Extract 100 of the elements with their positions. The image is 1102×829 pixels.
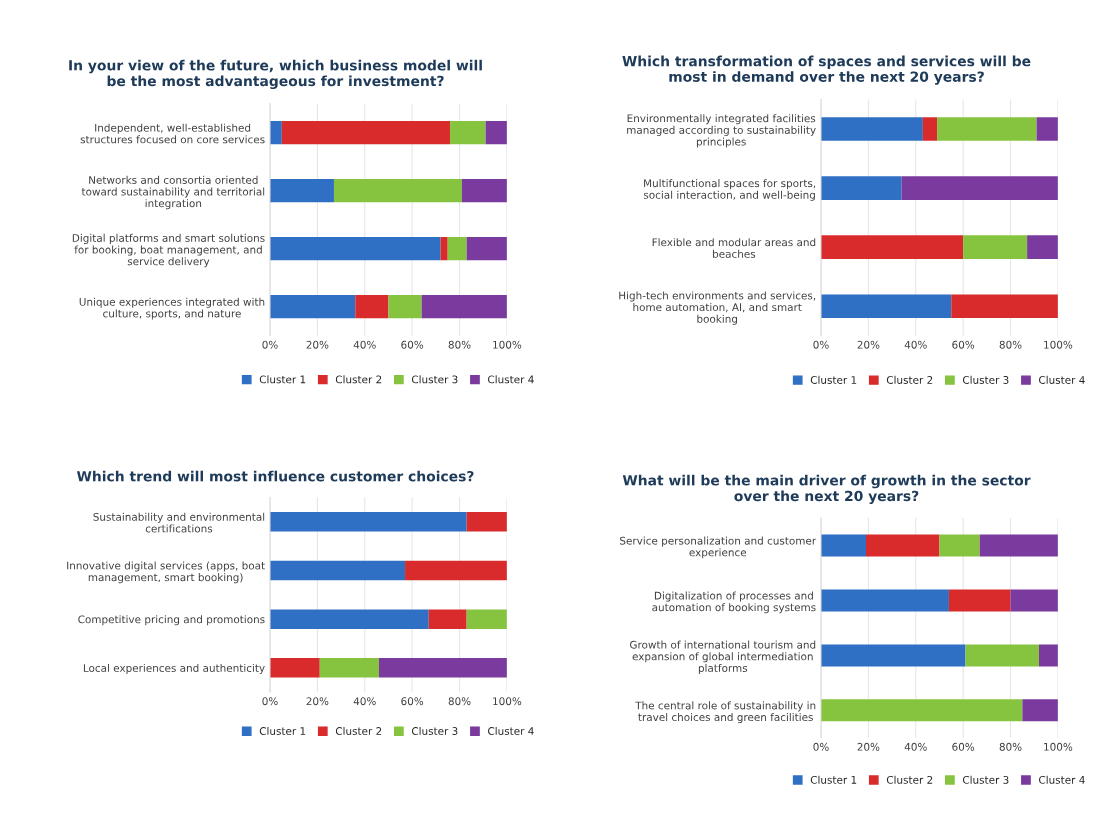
bar [281,121,451,145]
x-tick-label: 100% [493,697,522,706]
legend-label: Cluster 3 [962,375,1009,384]
bar [466,609,507,629]
y-tick-label: Competitive pricing and promotions [78,615,265,626]
bar [421,295,507,319]
y-tick-label: Environmentally integrated facilities managed according to sustainability principles [627,114,816,148]
bar [269,609,429,629]
chart-title: In your view of the future, which business model will be the most advantageous for investment? [69,59,482,89]
y-tick-label: The central role of sustainability in travel choices and green facilities [635,701,816,724]
legend-label: Cluster 2 [886,775,933,784]
bar [388,295,422,319]
y-tick-label: Service personalization and customer experience [620,536,817,559]
x-tick-label: 0% [262,697,278,706]
legend-label: Cluster 2 [886,375,933,384]
x-tick-label: 100% [1044,742,1073,751]
y-tick-label: Multifunctional spaces for sports, social interaction, and well-being [643,179,816,201]
bar [378,658,507,678]
y-tick-label: Independent, well-established structures focused on core services [80,123,265,144]
legend-label: Cluster 4 [1039,375,1085,384]
x-tick-label: 20% [857,742,880,751]
bar [450,121,486,145]
x-tick-label: 60% [401,340,424,349]
x-tick-label: 80% [999,340,1022,349]
bar [1027,235,1058,259]
bar [820,644,966,667]
y-tick-label: Networks and consortia oriented toward sustainability and territorial integration [81,175,265,210]
bar [269,179,334,203]
bar [948,589,1011,612]
bar [428,609,467,629]
x-tick-label: 80% [448,340,471,349]
legend-label: Cluster 2 [335,375,382,384]
bar [901,176,1058,200]
bar [820,117,923,141]
bar [440,237,448,261]
x-tick-label: 80% [448,697,471,706]
y-tick-label: Growth of international tourism and expansion of global intermediation platforms [630,640,816,675]
x-tick-label: 20% [306,340,329,349]
bar [820,176,902,200]
bar [447,237,467,261]
x-tick-label: 80% [999,742,1022,751]
y-tick-label: Flexible and modular areas and beaches [652,238,816,258]
x-tick-label: 0% [813,340,829,349]
legend-label: Cluster 2 [335,726,382,735]
x-tick-label: 100% [1044,340,1073,349]
bar [965,644,1039,667]
bar [820,294,952,319]
bar [939,534,980,557]
y-tick-label: Sustainability and environmental certifications [93,512,265,533]
x-tick-label: 0% [262,340,278,349]
y-tick-label: High-tech environments and services, home automation, AI, and smart booking [619,291,816,325]
x-tick-label: 20% [857,340,880,349]
legend-label: Cluster 4 [488,375,534,384]
legend-label: Cluster 3 [411,726,458,735]
y-tick-label: Unique experiences integrated with culture, sports, and nature [79,297,265,320]
bar [820,699,1023,722]
bar [963,235,1028,259]
legend-label: Cluster 1 [259,726,306,735]
bar [333,179,462,203]
bar [319,658,379,678]
legend-label: Cluster 3 [962,775,1009,784]
bar [820,534,867,557]
x-tick-label: 40% [353,340,376,349]
bar [1010,589,1058,612]
x-tick-label: 20% [306,697,329,706]
y-tick-label: Innovative digital services (apps, boat management, smart booking) [67,561,265,584]
legend-label: Cluster 4 [1039,775,1085,784]
bar [1038,644,1058,667]
bar [269,658,320,678]
bar [1036,117,1058,141]
bar [461,179,507,203]
legend-label: Cluster 1 [810,375,857,384]
bar [820,235,964,259]
bar [466,237,507,261]
bar [866,534,940,557]
bar [269,560,406,581]
y-tick-label: Digitalization of processes and automation of booking systems [652,591,816,614]
x-tick-label: 40% [353,697,376,706]
x-tick-label: 0% [813,742,829,751]
bar [922,117,938,141]
bar [951,294,1058,319]
bar [269,512,467,532]
chart-title: Which transformation of spaces and services will be most in demand over the next 20 years? [622,55,1031,85]
x-tick-label: 60% [952,340,975,349]
y-tick-label: Local experiences and authenticity [83,663,265,674]
x-tick-label: 60% [952,742,975,751]
legend-label: Cluster 1 [259,375,306,384]
bar [937,117,1037,141]
bar [269,295,356,319]
bar [405,560,507,581]
x-tick-label: 40% [904,340,927,349]
bar [1022,699,1058,722]
bar [355,295,389,319]
legend-label: Cluster 1 [810,775,857,784]
bar [485,121,507,145]
bar [269,237,441,261]
x-tick-label: 60% [401,697,424,706]
legend-label: Cluster 3 [411,375,458,384]
bar [466,512,507,532]
legend-label: Cluster 4 [488,726,534,735]
